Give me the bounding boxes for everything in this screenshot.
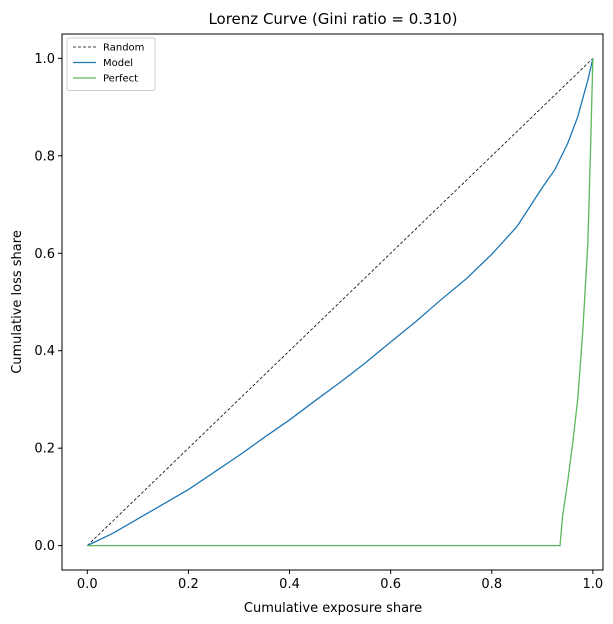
y-axis-label: Cumulative loss share xyxy=(10,230,25,374)
x-tick-label: 1.0 xyxy=(583,577,604,592)
x-tick-label: 0.4 xyxy=(279,577,300,592)
x-tick-label: 0.6 xyxy=(380,577,401,592)
series-line-model xyxy=(86,58,594,547)
y-tick-label: 1.0 xyxy=(34,52,55,67)
x-tick-label: 0.0 xyxy=(77,577,98,592)
series-line-perfect xyxy=(87,58,594,547)
legend: Random Model Perfect xyxy=(66,37,156,91)
y-tick-label: 0.2 xyxy=(34,442,55,457)
series-line-random xyxy=(87,58,594,546)
y-tick-label: 0.4 xyxy=(34,344,55,359)
plot-area xyxy=(86,58,594,547)
y-tick-label: 0.6 xyxy=(34,247,55,262)
legend-label-random: Random xyxy=(103,43,144,54)
legend-label-perfect: Perfect xyxy=(103,74,138,85)
y-tick-label: 0.8 xyxy=(34,149,55,164)
plot-frame xyxy=(61,33,604,571)
x-tick-label: 0.8 xyxy=(481,577,502,592)
axis-ticks: 0.0 0.2 0.4 0.6 0.8 1.0 0.0 0.2 0.4 0.6 0.8 1.0 xyxy=(34,52,603,592)
legend-label-model: Model xyxy=(103,58,133,69)
chart-title: Lorenz Curve (Gini ratio = 0.310) xyxy=(208,10,457,28)
x-tick-label: 0.2 xyxy=(178,577,199,592)
y-tick-label: 0.0 xyxy=(34,539,55,554)
x-axis-label: Cumulative exposure share xyxy=(244,601,422,616)
